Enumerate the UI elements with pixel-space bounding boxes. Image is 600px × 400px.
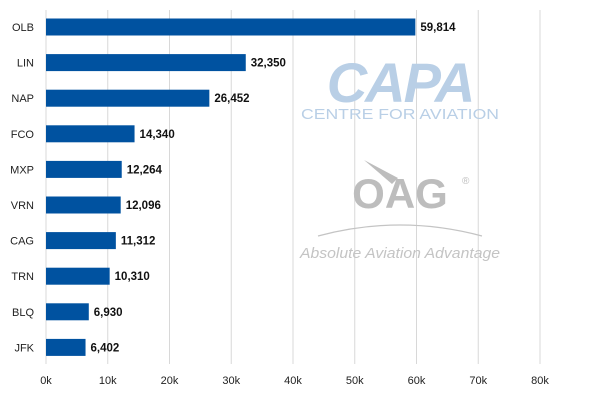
category-label: BLQ: [12, 307, 34, 319]
bar: [46, 267, 110, 285]
x-tick-label: 50k: [346, 375, 364, 387]
category-label: FCO: [11, 129, 35, 141]
value-label: 6,930: [94, 307, 123, 319]
value-labels: 59,814 32,350 26,452 14,340 12,264 12,096 11,3…: [91, 22, 457, 354]
value-label: 26,452: [214, 93, 249, 105]
x-tick-label: 10k: [99, 375, 117, 387]
value-label: 11,312: [121, 236, 156, 248]
x-axis-ticks: 0k 10k 20k 30k 40k 50k 60k 70k 80k: [40, 375, 549, 387]
value-label: 6,402: [91, 342, 120, 354]
x-tick-label: 70k: [469, 375, 487, 387]
capa-subtext: CENTRE FOR AVIATION: [301, 106, 499, 123]
category-label: LIN: [17, 58, 34, 70]
value-label: 12,096: [126, 200, 161, 212]
value-label: 12,264: [127, 164, 163, 176]
value-label: 14,340: [140, 129, 175, 141]
oag-divider: [317, 224, 483, 237]
oag-registered-mark: ®: [462, 176, 470, 187]
x-tick-label: 80k: [531, 375, 549, 387]
oag-tagline: Absolute Aviation Advantage: [299, 245, 500, 262]
value-label: 32,350: [251, 58, 286, 70]
watermark: CAPA CENTRE FOR AVIATION OAG ® Absolute …: [299, 51, 500, 262]
bar: [46, 18, 416, 36]
category-label: OLB: [12, 22, 34, 34]
x-tick-label: 40k: [284, 375, 302, 387]
oag-logo: OAG: [352, 170, 448, 217]
category-label: VRN: [11, 200, 34, 212]
category-labels: OLB LIN NAP FCO MXP VRN CAG TRN BLQ JFK: [10, 22, 35, 354]
x-tick-label: 0k: [40, 375, 52, 387]
category-label: TRN: [11, 271, 34, 283]
bar: [46, 54, 246, 72]
category-label: NAP: [11, 93, 34, 105]
category-label: MXP: [10, 164, 34, 176]
capa-logo: CAPA: [327, 51, 474, 114]
category-label: CAG: [10, 236, 34, 248]
value-label: 10,310: [115, 271, 150, 283]
value-label: 59,814: [420, 22, 456, 34]
x-tick-label: 30k: [222, 375, 240, 387]
bar: [46, 196, 121, 214]
bar: [46, 125, 135, 143]
bar: [46, 338, 86, 356]
category-label: JFK: [14, 342, 34, 354]
bar: [46, 89, 210, 107]
bar: [46, 232, 116, 250]
x-tick-label: 60k: [408, 375, 426, 387]
bar: [46, 303, 89, 321]
x-tick-label: 20k: [161, 375, 179, 387]
oag-swoosh-icon: [364, 160, 398, 184]
bar: [46, 160, 122, 178]
bars: [46, 18, 416, 356]
